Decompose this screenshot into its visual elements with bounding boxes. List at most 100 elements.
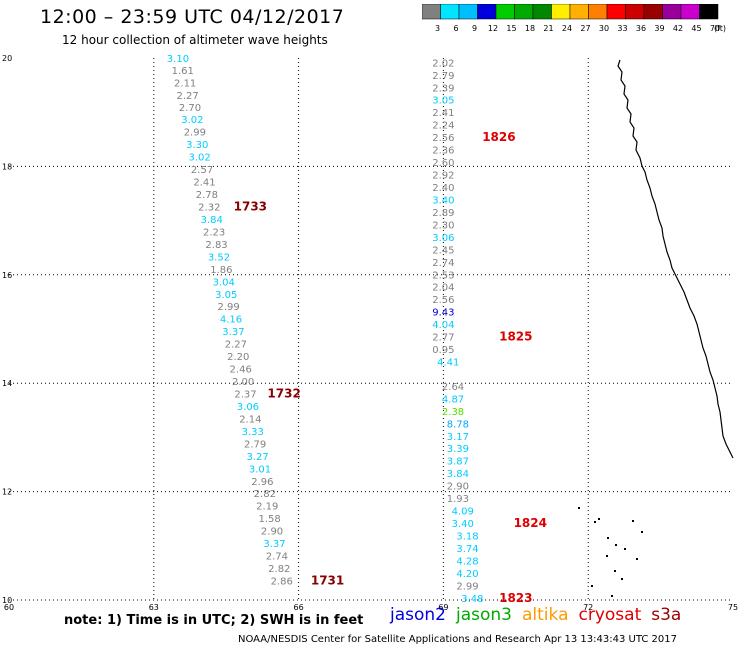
lon-tick-label: 69 (438, 603, 448, 612)
wave-height-value: 3.48 (461, 594, 483, 605)
island (632, 520, 634, 522)
wave-height-value: 8.78 (447, 419, 469, 430)
wave-height-value: 2.39 (432, 83, 454, 94)
island (606, 555, 608, 557)
wave-height-value: 1.93 (447, 494, 469, 505)
island (614, 570, 616, 572)
wave-height-value: 2.70 (179, 103, 201, 114)
island (607, 537, 609, 539)
wave-height-value: 2.45 (432, 245, 454, 256)
wave-height-value: 3.05 (215, 290, 237, 301)
island (621, 578, 623, 580)
wave-height-value: 2.78 (196, 190, 218, 201)
wave-height-value: 2.74 (266, 552, 288, 563)
wave-height-value: 2.30 (432, 220, 454, 231)
scale-label: 15 (506, 24, 516, 33)
wave-height-value: 2.79 (432, 71, 454, 82)
satellite-s3a: s3a (651, 605, 682, 625)
wave-height-value: 2.37 (234, 389, 256, 400)
scale-label: 39 (654, 24, 664, 33)
wave-height-value: 3.18 (456, 532, 478, 543)
scale-label: 70 (710, 24, 720, 33)
wave-height-value: 3.33 (242, 427, 264, 438)
wave-height-value: 3.05 (432, 96, 454, 107)
wave-height-value: 2.00 (232, 377, 254, 388)
lon-tick-label: 63 (149, 603, 159, 612)
credit-footer: NOAA/NESDIS Center for Satellite Applica… (238, 634, 677, 645)
wave-height-value: 0.95 (432, 345, 454, 356)
wave-height-value: 3.40 (452, 519, 474, 530)
scale-label: 12 (488, 24, 498, 33)
wave-height-value: 2.77 (432, 333, 454, 344)
lat-tick-label: 18 (2, 162, 12, 171)
wave-height-value: 3.40 (432, 195, 454, 206)
scale-label: 33 (617, 24, 627, 33)
wave-height-value: 3.84 (201, 215, 223, 226)
pass-time-label: 1825 (499, 330, 532, 344)
wave-height-value: 2.82 (254, 489, 276, 500)
lon-tick-label: 60 (4, 603, 14, 612)
wave-height-value: 4.87 (442, 394, 464, 405)
wave-height-value: 3.52 (208, 252, 230, 263)
island (624, 548, 626, 550)
wave-height-value: 4.16 (220, 315, 242, 326)
wave-height-value: 2.82 (268, 564, 290, 575)
wave-height-value: 3.06 (432, 233, 454, 244)
wave-height-value: 2.41 (432, 108, 454, 119)
lat-tick-label: 12 (2, 488, 12, 497)
wave-height-value: 2.90 (261, 527, 283, 538)
wave-height-value: 2.56 (432, 133, 454, 144)
scale-label: 27 (580, 24, 590, 33)
wave-height-value: 2.99 (217, 302, 239, 313)
lon-tick-label: 72 (583, 603, 593, 612)
wave-height-value: 2.89 (432, 208, 454, 219)
map-title: 12:00 – 23:59 UTC 04/12/2017 (40, 6, 345, 28)
wave-height-value: 2.96 (251, 477, 273, 488)
satellite-jason3: jason3 (456, 605, 512, 625)
units-note: note: 1) Time is in UTC; 2) SWH is in fe… (64, 613, 364, 628)
island (578, 507, 580, 509)
pass-time-label: 1731 (311, 573, 344, 587)
color-scale-legend: 3 6 9 12 15 18 21 24 27 30 33 36 39 42 45 70(ft) (422, 4, 726, 33)
wave-height-value: 2.99 (456, 581, 478, 592)
wave-height-value: 3.17 (447, 432, 469, 443)
wave-height-value: 1.86 (210, 265, 232, 276)
wave-height-value: 2.53 (432, 270, 454, 281)
wave-height-value: 4.28 (456, 556, 478, 567)
wave-height-value: 3.04 (213, 277, 235, 288)
wave-height-value: 2.83 (205, 240, 227, 251)
wave-height-value: 3.37 (222, 327, 244, 338)
wave-height-value: 2.40 (432, 183, 454, 194)
island (636, 558, 638, 560)
wave-height-value: 2.38 (442, 407, 464, 418)
scale-label: 9 (472, 24, 477, 33)
lon-tick-label: 75 (728, 603, 738, 612)
wave-height-value: 2.86 (271, 576, 293, 587)
satellite-cryosat: cryosat (578, 605, 642, 625)
satellite-altika: altika (522, 605, 569, 625)
wave-height-value: 1.61 (172, 66, 194, 77)
wave-height-value: 9.43 (432, 308, 454, 319)
wave-height-value: 2.02 (432, 58, 454, 69)
pass-time-label: 1823 (499, 591, 532, 605)
wave-height-value: 3.10 (167, 54, 189, 65)
wave-height-value: 2.57 (191, 165, 213, 176)
scale-label: 18 (525, 24, 535, 33)
wave-height-value: 3.02 (181, 115, 203, 126)
wave-height-value: 3.39 (447, 444, 469, 455)
island (591, 585, 593, 587)
wave-height-value: 2.04 (432, 283, 454, 294)
scale-label: 42 (673, 24, 683, 33)
wave-height-value: 2.27 (176, 91, 198, 102)
wave-height-value: 2.19 (256, 502, 278, 513)
island (611, 595, 613, 597)
lat-tick-label: 14 (2, 379, 12, 388)
wave-height-value: 2.41 (193, 178, 215, 189)
scale-label: 21 (543, 24, 553, 33)
wave-height-value: 2.27 (225, 340, 247, 351)
wave-height-value: 2.11 (174, 78, 196, 89)
scale-label: 3 (435, 24, 440, 33)
wave-height-value: 3.87 (447, 457, 469, 468)
wave-height-value: 2.46 (230, 365, 252, 376)
island (594, 521, 596, 523)
